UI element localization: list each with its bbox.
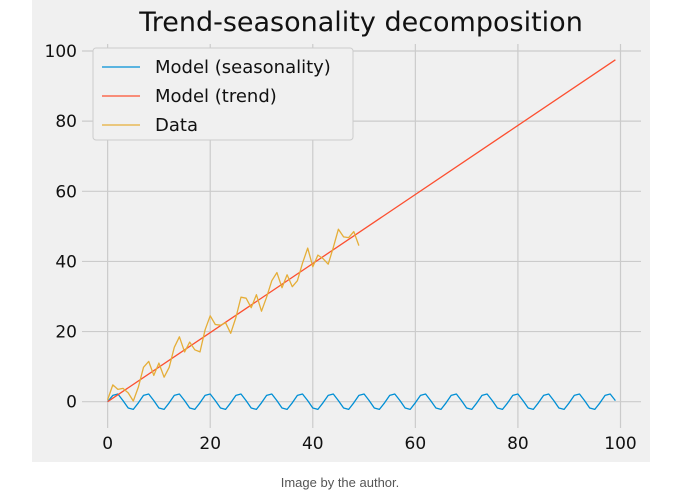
x-tick-label-4: 80 [507,434,529,454]
y-tick-label-2: 40 [55,252,77,272]
x-tick-label-2: 40 [302,434,324,454]
y-tick-label-0: 0 [66,393,77,413]
chart-title: Trend-seasonality decomposition [138,7,583,38]
chart: 0 20 40 60 80 100 0 20 40 60 80 100 Trend-seasonali… [32,0,650,462]
x-tick-label-5: 100 [604,434,636,454]
x-tick-label-0: 0 [102,434,113,454]
x-tick-label-1: 20 [199,434,221,454]
series-line-1 [107,59,616,403]
series-line-0 [107,393,616,411]
image-caption: Image by the author. [280,475,400,490]
legend-label-1: Model (trend) [155,86,277,107]
y-tick-label-5: 100 [45,42,77,62]
y-tick-label-4: 80 [55,112,77,132]
legend-label-2: Data [155,115,198,136]
y-tick-label-1: 20 [55,323,77,343]
x-tick-label-3: 60 [405,434,427,454]
legend-label-0: Model (seasonality) [155,57,331,78]
series-line-2 [106,228,360,402]
legend: Model (seasonality) Model (trend) Data [92,47,354,141]
legend-box [92,47,354,141]
y-tick-label-3: 60 [55,182,77,202]
